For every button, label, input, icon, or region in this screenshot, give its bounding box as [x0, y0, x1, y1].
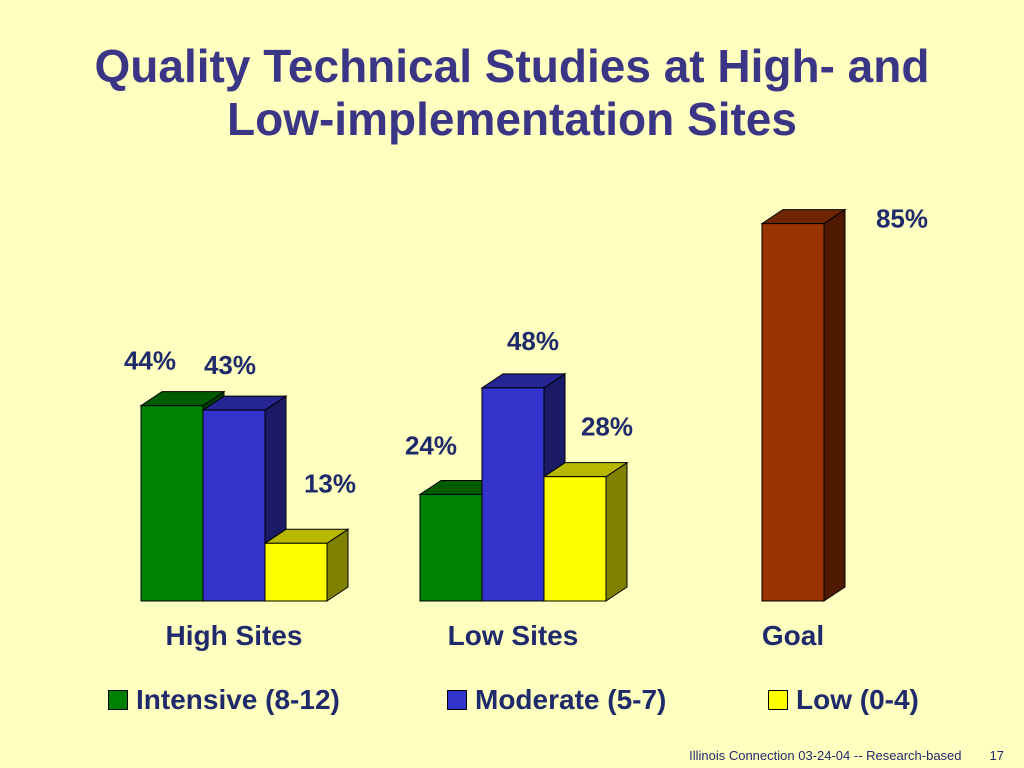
bar-0-1-front — [202, 409, 266, 602]
legend-swatch-moderate — [447, 690, 467, 710]
bar-1-2 — [542, 461, 629, 602]
slide-title-line1: Quality Technical Studies at High- and — [94, 40, 930, 92]
page-number: 17 — [989, 748, 1004, 763]
x-tick-label-2: Goal — [762, 620, 824, 651]
legend-item-moderate: Moderate (5-7) — [447, 684, 666, 716]
legend-label-moderate: Moderate (5-7) — [475, 684, 667, 715]
bar-0-0-front — [140, 405, 204, 602]
bar-1-1-front — [481, 387, 545, 602]
chart-legend: Intensive (8-12) Moderate (5-7) Low (0-4… — [0, 684, 1024, 724]
data-label-goal: 85% — [876, 204, 928, 234]
data-label-0-2: 13% — [304, 468, 356, 498]
legend-label-intensive: Intensive (8-12) — [136, 684, 340, 715]
legend-item-intensive: Intensive (8-12) — [108, 684, 340, 716]
legend-label-low: Low (0-4) — [796, 684, 919, 715]
data-label-1-2: 28% — [581, 412, 633, 442]
footer-text: Illinois Connection 03-24-04 -- Research… — [689, 748, 962, 763]
bar-goal-front — [761, 223, 825, 602]
data-label-1-1: 48% — [507, 326, 559, 356]
bar-1-2-front — [543, 476, 607, 602]
data-label-0-0: 44% — [124, 346, 176, 376]
data-label-1-0: 24% — [405, 430, 457, 460]
x-tick-label-0: High Sites — [166, 620, 303, 651]
legend-swatch-intensive — [108, 690, 128, 710]
bar-goal-side — [823, 208, 846, 602]
x-tick-label-1: Low Sites — [448, 620, 579, 651]
slide-title-line2: Low-implementation Sites — [227, 93, 797, 145]
slide-title: Quality Technical Studies at High- and L… — [0, 40, 1024, 146]
slide-footer: Illinois Connection 03-24-04 -- Research… — [661, 748, 1004, 763]
data-label-0-1: 43% — [204, 350, 256, 380]
bar-1-2-side — [605, 461, 628, 602]
legend-item-low: Low (0-4) — [768, 684, 919, 716]
bar-goal — [760, 208, 847, 602]
legend-swatch-low — [768, 690, 788, 710]
bar-1-0-front — [419, 493, 483, 602]
bar-0-2-front — [264, 542, 328, 602]
bar-0-2 — [263, 528, 350, 602]
